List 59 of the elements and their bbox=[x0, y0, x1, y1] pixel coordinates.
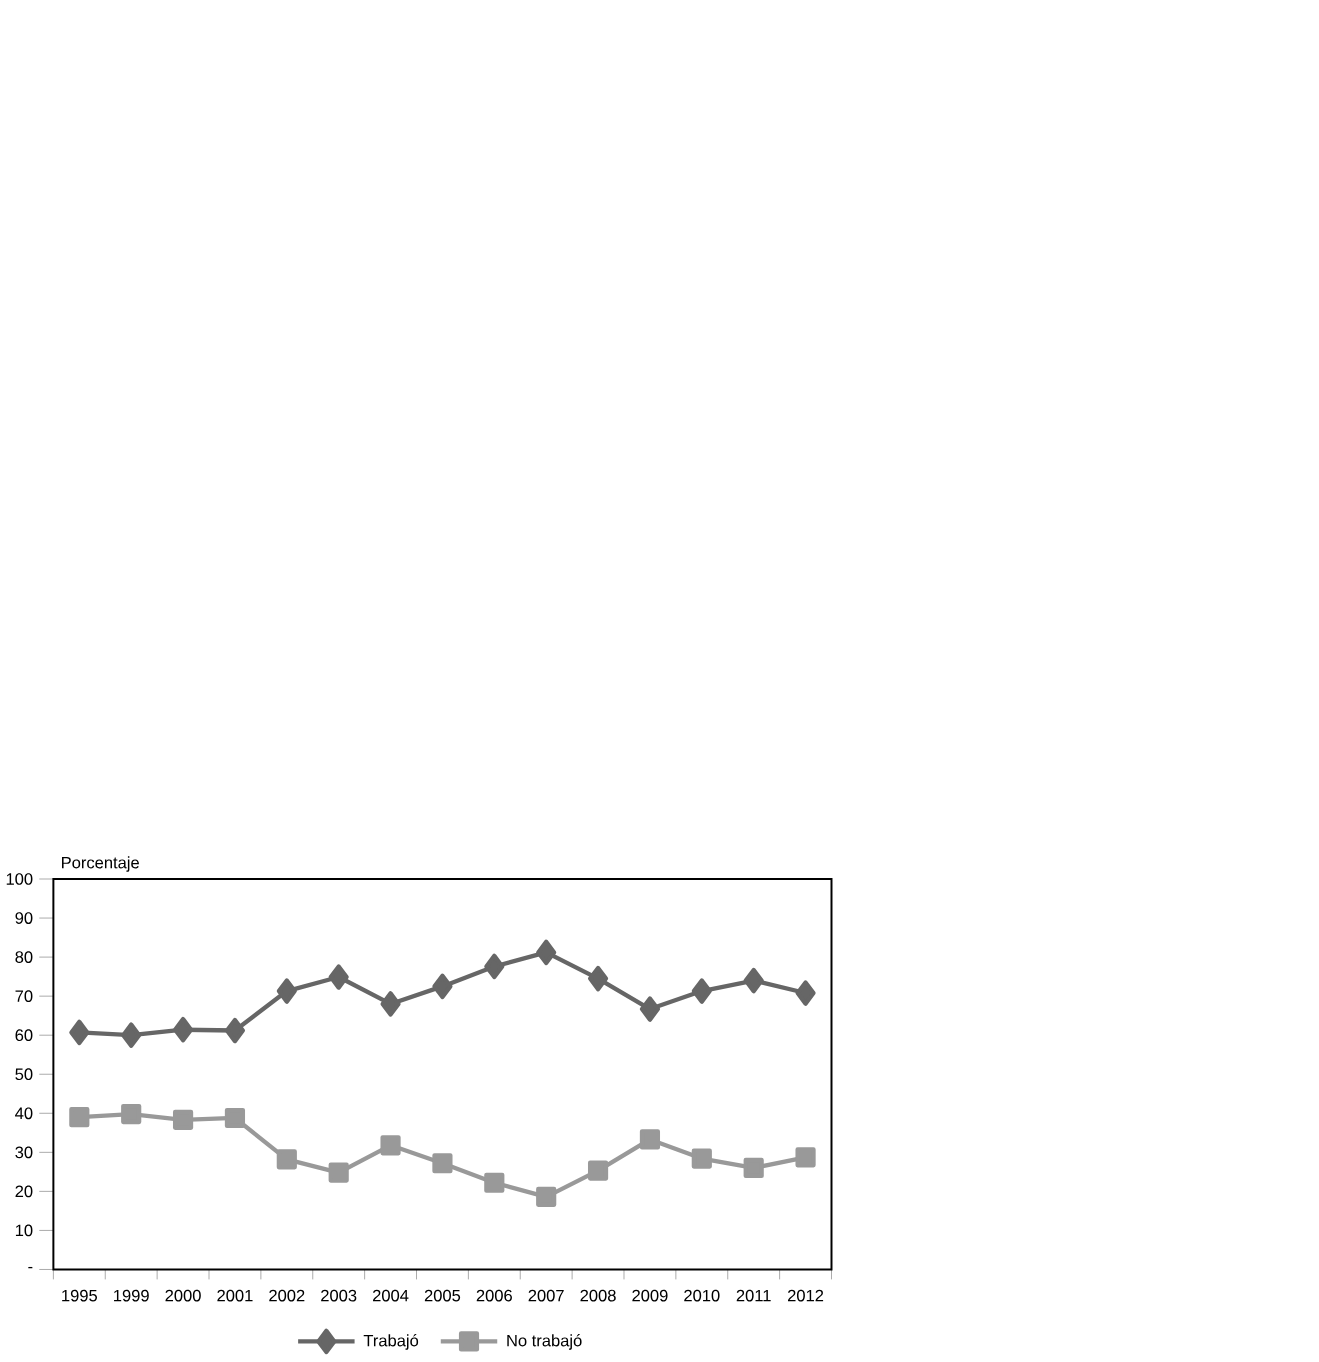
point bbox=[69, 1107, 90, 1128]
point bbox=[639, 996, 661, 1022]
y-tick-label: 90 bbox=[15, 912, 33, 924]
point bbox=[587, 965, 609, 992]
point bbox=[691, 1148, 712, 1169]
x-tick-label: 2012 bbox=[788, 1289, 824, 1302]
point bbox=[172, 1016, 194, 1043]
y-tick-label: - bbox=[28, 1266, 33, 1269]
legend-label: No trabajó bbox=[507, 1334, 582, 1350]
point bbox=[328, 964, 349, 990]
y-tick-label: 40 bbox=[15, 1107, 33, 1120]
y-tick-label: 100 bbox=[6, 873, 33, 885]
point bbox=[224, 1107, 246, 1129]
point bbox=[795, 980, 816, 1006]
point bbox=[224, 1017, 246, 1044]
point bbox=[484, 953, 505, 980]
point bbox=[639, 1129, 661, 1150]
y-tick-label: 70 bbox=[15, 990, 33, 1002]
point bbox=[121, 1022, 142, 1048]
x-tick-label: 2006 bbox=[476, 1289, 512, 1302]
point bbox=[328, 1162, 349, 1183]
x-tick-label: 1999 bbox=[114, 1289, 149, 1302]
point bbox=[536, 1186, 557, 1207]
x-tick-label: 2010 bbox=[684, 1289, 720, 1302]
y-tick-label: 50 bbox=[15, 1068, 33, 1081]
point bbox=[432, 973, 453, 1000]
x-tick-label: 2002 bbox=[269, 1289, 305, 1302]
legend-label: Trabajó bbox=[363, 1334, 419, 1350]
x-tick-label: 2011 bbox=[736, 1289, 771, 1302]
point bbox=[172, 1109, 194, 1130]
y-tick-label: 20 bbox=[15, 1185, 33, 1198]
point bbox=[276, 1149, 297, 1170]
point bbox=[380, 1135, 401, 1156]
x-tick-label: 2004 bbox=[373, 1289, 409, 1302]
point bbox=[380, 991, 401, 1017]
x-tick-label: 2007 bbox=[528, 1289, 564, 1302]
point bbox=[691, 978, 712, 1004]
point bbox=[69, 1019, 90, 1046]
point bbox=[795, 1147, 816, 1168]
y-tick-label: 30 bbox=[15, 1146, 33, 1159]
y-tick-label: 80 bbox=[15, 951, 33, 963]
y-tick-label: 60 bbox=[15, 1029, 33, 1042]
point bbox=[484, 1172, 505, 1193]
y-tick-label: 10 bbox=[15, 1224, 33, 1237]
x-tick-label: 2008 bbox=[580, 1289, 616, 1302]
point bbox=[743, 1157, 764, 1179]
point bbox=[587, 1160, 609, 1181]
x-tick-label: 2009 bbox=[632, 1289, 668, 1302]
point bbox=[276, 978, 297, 1004]
x-tick-label: 2005 bbox=[424, 1289, 461, 1302]
x-tick-label: 2001 bbox=[217, 1289, 253, 1302]
x-tick-label: 2000 bbox=[165, 1289, 201, 1302]
point bbox=[432, 1153, 453, 1174]
point bbox=[743, 967, 764, 994]
point bbox=[121, 1103, 142, 1125]
x-tick-label: 1995 bbox=[62, 1289, 98, 1302]
y-axis-title: Porcentaje bbox=[62, 856, 139, 872]
x-tick-label: 2003 bbox=[321, 1289, 357, 1302]
point bbox=[536, 939, 557, 966]
